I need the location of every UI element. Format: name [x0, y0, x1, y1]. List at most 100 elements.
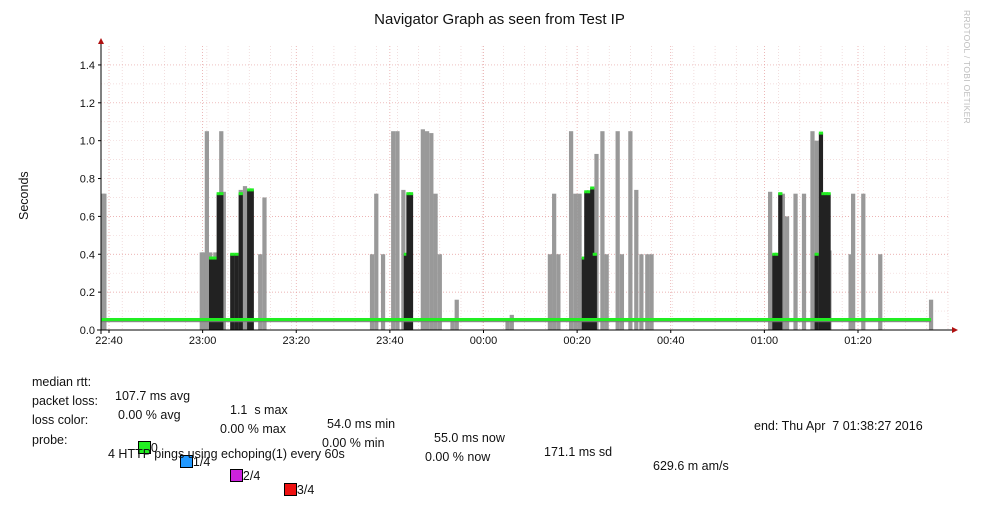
x-tick-label: 01:00	[751, 335, 779, 347]
bar-median	[823, 193, 829, 330]
bar-median	[208, 258, 214, 330]
bar-max	[424, 131, 430, 330]
median-marker	[219, 192, 224, 196]
y-axis-arrow	[98, 38, 104, 44]
bar-median	[818, 133, 824, 330]
bar-max	[810, 131, 815, 330]
median-marker	[211, 256, 216, 260]
ticks: 0.0 0.2 0.4 0.6 0.8 1.0 1.2 1.4 22:40 23:00 23:20 2…	[80, 60, 872, 347]
bar-max	[262, 197, 267, 330]
bar-max	[101, 193, 106, 330]
y-tick-label: 1.2	[80, 98, 95, 110]
loss-color-item-0: 0	[112, 427, 158, 469]
legend-probe-text: 4 HTTP pings using echoping(1) every 60s	[108, 447, 345, 461]
y-tick-label: 1.4	[80, 60, 95, 72]
bar-median	[234, 254, 239, 330]
bar-max	[556, 254, 561, 330]
bar-median	[590, 188, 595, 330]
median-marker	[408, 192, 414, 196]
bar-max	[505, 320, 510, 330]
bar-max	[814, 140, 819, 330]
median-marker	[818, 131, 824, 135]
x-tick-label: 23:20	[282, 335, 310, 347]
legend-packet-loss: packet loss: 0.00 % avg 0.00 % max 0.00 …	[32, 380, 490, 464]
baseline-shadow	[101, 321, 932, 323]
bar-median	[238, 193, 243, 330]
bar-max	[594, 153, 599, 330]
bar-max	[851, 193, 856, 330]
loss-color-swatch-3	[283, 483, 297, 496]
bar-median	[584, 191, 589, 330]
bar-max	[928, 299, 934, 330]
bar-max	[258, 254, 263, 330]
bar-max	[628, 131, 633, 330]
bar-max	[649, 254, 654, 330]
legend-loss-now: 0.00 % now	[425, 450, 491, 464]
bar-median	[814, 254, 819, 330]
median-marker	[230, 252, 235, 256]
bar-max	[420, 129, 425, 330]
median-marker	[592, 252, 597, 256]
bar-max	[604, 254, 609, 330]
median-marker	[586, 190, 591, 194]
bar-max	[454, 299, 459, 330]
bar-max	[861, 193, 866, 330]
bar-median	[778, 193, 783, 330]
legend-median-avg: 107.7 ms avg	[115, 389, 191, 403]
bar-median	[214, 258, 219, 330]
bar-max	[242, 186, 248, 330]
chart-plot: 0.0 0.2 0.4 0.6 0.8 1.0 1.2 1.4 22:40 23:00 23:20 2…	[80, 38, 958, 347]
bar-max	[380, 254, 386, 330]
legend-loss-label: packet loss:	[32, 394, 99, 408]
bar-median	[406, 193, 411, 330]
bar-max	[801, 193, 807, 330]
legend-median-label: median rtt:	[32, 375, 92, 389]
bars	[101, 129, 934, 330]
chart-title: Navigator Graph as seen from Test IP	[374, 11, 625, 28]
legend-median-max: 1.1 s max	[230, 403, 288, 417]
bar-max	[878, 254, 883, 330]
bar-max	[395, 131, 400, 330]
bar-median	[216, 193, 221, 330]
legend-loss-avg: 0.00 % avg	[118, 408, 181, 422]
bar-max	[437, 254, 442, 330]
median-marker	[778, 192, 783, 196]
legend-median-now: 55.0 ms now	[434, 431, 505, 445]
baseline-median	[101, 317, 932, 322]
y-tick-label: 0.2	[80, 287, 95, 299]
bar-median	[774, 254, 780, 330]
median-marker	[238, 192, 243, 196]
bar-max	[573, 193, 578, 330]
legend-probe: probe: 4 HTTP pings using echoping(1) ev…	[32, 419, 345, 461]
bar-median	[249, 189, 254, 330]
bar-median	[408, 193, 414, 330]
bar-median	[826, 193, 831, 330]
bar-max	[552, 193, 557, 330]
bar-max	[429, 133, 434, 330]
bar-max	[634, 189, 639, 330]
loss-color-swatch-2	[229, 469, 243, 482]
bar-max	[401, 189, 406, 330]
end-timestamp: end: Thu Apr 7 01:38:27 2016	[754, 419, 923, 433]
bar-max	[221, 191, 226, 330]
bar-median	[581, 258, 586, 330]
bar-median	[821, 193, 826, 330]
median-marker	[406, 192, 411, 196]
median-marker	[584, 190, 589, 194]
bar-max	[509, 314, 514, 330]
median-marker	[234, 252, 239, 256]
x-axis-arrow	[952, 327, 958, 333]
median-marker	[772, 252, 777, 256]
bar-median	[211, 258, 216, 330]
median-marker	[821, 192, 826, 196]
bar-max	[793, 193, 798, 330]
loss-color-item-3: 3/4	[258, 469, 314, 511]
y-tick-label: 0.8	[80, 174, 95, 186]
legend-loss-max: 0.00 % max	[220, 422, 287, 436]
bar-median	[772, 254, 777, 330]
median-marker	[216, 192, 221, 196]
legend-losscolor-label: loss color:	[32, 413, 89, 427]
median-marker	[826, 192, 831, 196]
bar-median	[403, 254, 409, 330]
y-tick-label: 1.0	[80, 136, 95, 148]
